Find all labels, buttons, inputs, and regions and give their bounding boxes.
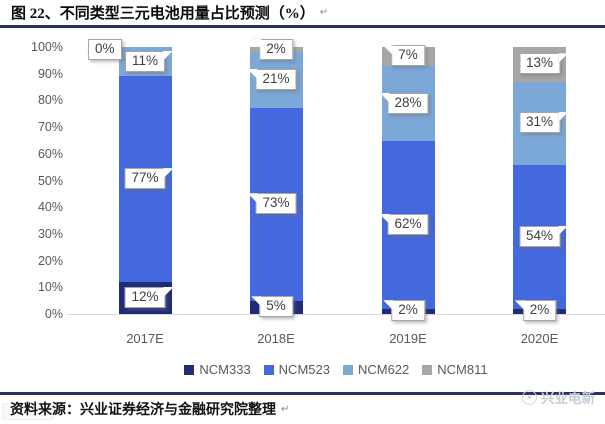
- brand-logo-icon: ✦: [522, 389, 537, 405]
- data-label: 0%: [88, 39, 122, 60]
- callout-pointer: [163, 50, 174, 61]
- y-axis-tick: 10%: [37, 280, 63, 295]
- y-axis-tick: 90%: [37, 66, 63, 81]
- legend-label: NCM333: [199, 362, 251, 377]
- figure-title-row: 图 22、不同类型三元电池用量占比预测（%） ↵: [0, 0, 605, 28]
- source-label: 资料来源：兴业证券经济与金融研究院整理: [10, 403, 276, 418]
- callout-pointer: [247, 193, 258, 204]
- paragraph-mark-icon: ↵: [281, 403, 290, 415]
- data-label: 7%: [383, 45, 425, 67]
- y-axis-tick: 30%: [37, 226, 63, 241]
- callout-pointer: [251, 296, 262, 307]
- source-row: 资料来源：兴业证券经济与金融研究院整理 ↵: [10, 399, 289, 419]
- legend-label: NCM811: [437, 362, 488, 377]
- y-axis-tick: 100%: [31, 39, 63, 54]
- legend-item-ncm523: NCM523: [263, 362, 330, 377]
- callout-pointer: [558, 112, 569, 123]
- callout-pointer: [383, 45, 394, 56]
- data-label: 31%: [518, 112, 569, 134]
- footer-rule: [0, 392, 605, 395]
- y-axis-tick: 80%: [37, 93, 63, 108]
- y-axis-tick: 0%: [44, 306, 63, 321]
- brand-watermark-label: 兴业电新: [541, 391, 595, 406]
- callout-pointer: [558, 53, 569, 64]
- y-axis-tick: 50%: [37, 173, 63, 188]
- data-label: 73%: [247, 193, 297, 215]
- callout-pointer: [558, 225, 569, 236]
- data-label: 12%: [124, 286, 174, 308]
- stacked-bar: [513, 47, 566, 314]
- y-axis-tick: 40%: [37, 199, 63, 214]
- data-label: 77%: [124, 168, 174, 190]
- paragraph-mark-icon: ↵: [319, 7, 329, 18]
- stacked-bar: [381, 47, 435, 314]
- data-label: 13%: [518, 53, 569, 75]
- callout-pointer: [379, 92, 390, 103]
- callout-pointer: [163, 168, 174, 179]
- legend-label: NCM622: [357, 362, 410, 377]
- data-label: 2%: [251, 38, 293, 60]
- legend-swatch-icon: [263, 364, 274, 375]
- callout-pointer: [247, 69, 258, 80]
- y-axis-tick: 60%: [37, 146, 63, 161]
- legend-swatch-icon: [184, 364, 195, 375]
- legend-item-ncm622: NCM622: [342, 362, 410, 377]
- data-label: 54%: [518, 225, 569, 247]
- legend-swatch-icon: [422, 364, 433, 375]
- data-label: 2%: [514, 300, 557, 322]
- callout-pointer: [379, 214, 390, 224]
- chart-legend: NCM333 NCM523 NCM622 NCM811: [67, 362, 605, 377]
- data-label: 11%: [124, 50, 174, 72]
- x-axis-label: 2020E: [520, 331, 559, 346]
- data-label: 5%: [251, 296, 293, 318]
- legend-item-ncm811: NCM811: [422, 362, 488, 377]
- y-axis-tick: 20%: [37, 253, 63, 268]
- legend-swatch-icon: [342, 364, 353, 375]
- callout-pointer: [251, 38, 262, 49]
- data-label: 28%: [379, 92, 429, 114]
- data-label: 2%: [383, 300, 425, 322]
- data-label: 21%: [247, 69, 297, 91]
- callout-pointer: [514, 300, 525, 311]
- faint-watermark: [2, 403, 54, 420]
- x-axis-line: [67, 314, 605, 315]
- figure-title: 图 22、不同类型三元电池用量占比预测（%）: [11, 6, 315, 22]
- callout-pointer: [163, 286, 174, 297]
- x-axis-label: 2017E: [126, 331, 164, 346]
- legend-item-ncm333: NCM333: [184, 362, 251, 377]
- callout-pointer: [383, 300, 394, 311]
- x-axis-label: 2018E: [257, 331, 295, 346]
- data-label: 62%: [379, 214, 429, 235]
- legend-label: NCM523: [278, 362, 330, 377]
- x-axis-label: 2019E: [389, 331, 427, 346]
- brand-watermark: ✦ 兴业电新: [522, 387, 595, 407]
- y-axis-tick: 70%: [37, 119, 63, 134]
